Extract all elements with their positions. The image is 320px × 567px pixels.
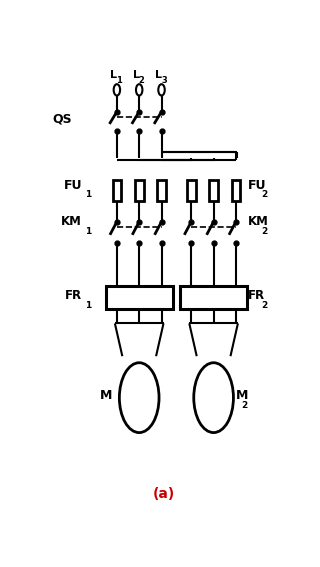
Text: 1: 1 <box>117 401 123 410</box>
Text: (a): (a) <box>153 486 175 501</box>
Text: KM: KM <box>248 215 269 229</box>
Bar <box>135 180 144 201</box>
Text: 2: 2 <box>261 227 268 236</box>
Text: FU: FU <box>64 179 82 192</box>
Bar <box>209 180 218 201</box>
Text: M: M <box>131 375 148 393</box>
Text: 2: 2 <box>139 76 145 84</box>
Text: FR: FR <box>248 289 266 302</box>
Text: L: L <box>155 70 162 79</box>
Circle shape <box>194 363 234 433</box>
Text: 1: 1 <box>85 301 92 310</box>
Text: M: M <box>100 389 112 402</box>
Circle shape <box>158 84 165 96</box>
Text: 3~: 3~ <box>130 403 149 416</box>
Text: 2: 2 <box>241 401 247 410</box>
Circle shape <box>136 84 142 96</box>
Text: 1: 1 <box>85 190 92 199</box>
Bar <box>187 180 196 201</box>
Text: 1: 1 <box>116 76 122 84</box>
Bar <box>113 180 121 201</box>
Text: M: M <box>205 375 222 393</box>
Text: FU: FU <box>248 179 267 192</box>
Text: L: L <box>110 70 117 79</box>
Bar <box>232 180 240 201</box>
Text: FR: FR <box>65 289 82 302</box>
Text: 3: 3 <box>161 76 167 84</box>
Text: M: M <box>236 389 248 402</box>
Bar <box>106 286 173 309</box>
Text: 2: 2 <box>261 301 268 310</box>
Text: L: L <box>133 70 140 79</box>
Text: 3~: 3~ <box>204 403 223 416</box>
Text: 2: 2 <box>261 190 268 199</box>
Bar <box>180 286 247 309</box>
Circle shape <box>119 363 159 433</box>
Circle shape <box>114 84 120 96</box>
Bar <box>157 180 166 201</box>
Text: QS: QS <box>52 113 72 126</box>
Text: 1: 1 <box>85 227 92 236</box>
Text: KM: KM <box>61 215 82 229</box>
